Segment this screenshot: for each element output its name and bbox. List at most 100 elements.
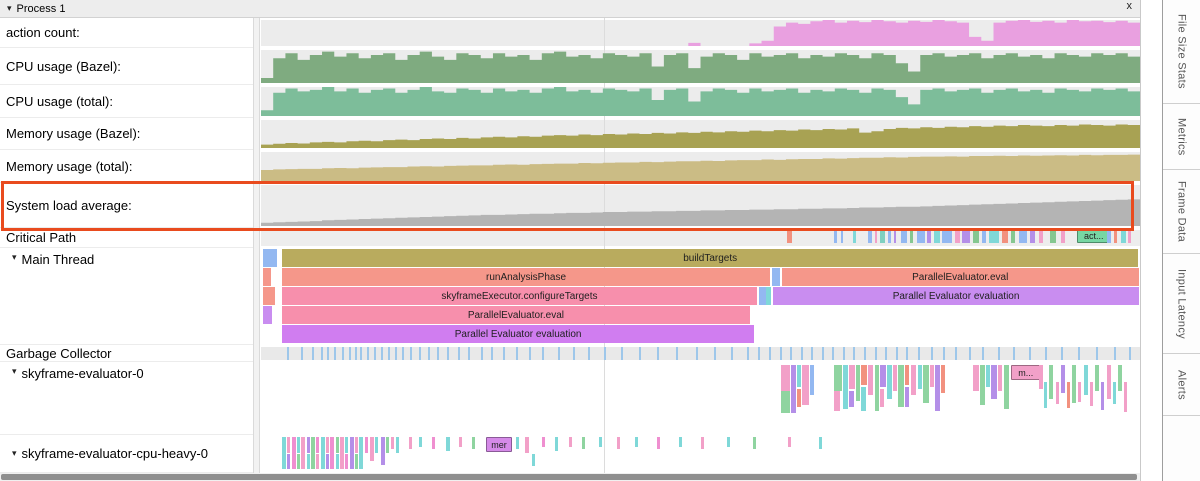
trace-span[interactable]	[599, 437, 603, 447]
trace-span[interactable]	[1060, 365, 1065, 393]
gc-tick[interactable]	[603, 347, 606, 360]
horizontal-scrollbar[interactable]	[0, 473, 1140, 481]
gc-tick[interactable]	[821, 347, 824, 360]
trace-span[interactable]	[791, 365, 797, 413]
gc-tick[interactable]	[981, 347, 984, 360]
gc-tick[interactable]	[968, 347, 971, 360]
gc-tick[interactable]	[1078, 347, 1081, 360]
gc-tick[interactable]	[1029, 347, 1032, 360]
critical-path-event[interactable]	[879, 229, 885, 243]
critical-path-event[interactable]	[954, 229, 960, 243]
trace-span[interactable]	[929, 365, 934, 387]
trace-span[interactable]	[834, 391, 841, 411]
gc-tick[interactable]	[401, 347, 404, 360]
gc-tick[interactable]	[874, 347, 877, 360]
trace-span[interactable]	[515, 437, 519, 449]
gc-tick[interactable]	[1013, 347, 1016, 360]
trace-span[interactable]	[542, 437, 546, 447]
gc-tick[interactable]	[747, 347, 750, 360]
trace-span[interactable]	[802, 365, 810, 405]
gc-tick[interactable]	[696, 347, 699, 360]
trace-span[interactable]	[471, 437, 475, 449]
gc-tick[interactable]	[656, 347, 659, 360]
gc-tick[interactable]	[790, 347, 793, 360]
gc-tick[interactable]	[906, 347, 909, 360]
track-chart-area[interactable]	[261, 345, 1140, 362]
gc-tick[interactable]	[1096, 347, 1099, 360]
trace-span[interactable]	[922, 365, 929, 403]
critical-path-event[interactable]	[887, 229, 891, 243]
critical-path-event[interactable]	[962, 229, 971, 243]
track-chart-area[interactable]	[261, 18, 1140, 48]
trace-span[interactable]	[301, 437, 306, 469]
trace-span[interactable]	[781, 365, 791, 391]
critical-path-event[interactable]	[1030, 229, 1036, 243]
critical-path-event[interactable]	[1060, 229, 1065, 243]
trace-span[interactable]	[700, 437, 704, 449]
trace-span[interactable]	[905, 387, 910, 407]
trace-span[interactable]	[396, 437, 400, 453]
collapse-arrow-icon[interactable]: ▾	[12, 366, 17, 376]
gc-tick[interactable]	[380, 347, 383, 360]
flame-chart-area[interactable]: m...	[261, 362, 1140, 435]
gc-tick[interactable]	[311, 347, 314, 360]
close-button[interactable]: x	[1126, 0, 1133, 12]
trace-span[interactable]	[369, 437, 374, 461]
gc-tick[interactable]	[1045, 347, 1048, 360]
gc-tick[interactable]	[1129, 347, 1132, 360]
trace-span[interactable]	[335, 437, 339, 453]
critical-path-event[interactable]	[853, 229, 857, 243]
trace-span[interactable]	[531, 454, 535, 466]
track-label-cell[interactable]: Memory usage (Bazel):	[0, 118, 253, 150]
gc-tick[interactable]	[333, 347, 336, 360]
trace-span[interactable]	[375, 437, 379, 453]
trace-span[interactable]: ParallelEvaluator.eval	[282, 306, 750, 324]
trace-span[interactable]: m...	[1010, 365, 1041, 380]
collapse-arrow-icon[interactable]: ▾	[12, 448, 17, 458]
trace-span[interactable]	[291, 437, 296, 469]
gc-tick[interactable]	[558, 347, 561, 360]
process-header[interactable]: ▾ Process 1 x	[0, 0, 1140, 18]
trace-span[interactable]	[345, 437, 349, 453]
trace-span[interactable]	[345, 454, 349, 469]
trace-span[interactable]: buildTargets	[282, 249, 1139, 267]
trace-span[interactable]: Parallel Evaluator evaluation	[282, 325, 755, 343]
trace-span[interactable]	[986, 365, 991, 387]
trace-span[interactable]	[726, 437, 730, 447]
trace-span[interactable]	[359, 437, 364, 469]
tab-frame-data[interactable]: Frame Data	[1163, 170, 1200, 254]
trace-span[interactable]	[581, 437, 585, 449]
trace-span[interactable]	[998, 365, 1003, 391]
gc-tick[interactable]	[468, 347, 471, 360]
trace-span[interactable]	[879, 365, 886, 387]
trace-span[interactable]	[1072, 365, 1077, 403]
critical-path-event[interactable]	[981, 229, 986, 243]
track-chart-area[interactable]	[261, 183, 1140, 228]
trace-span[interactable]	[458, 437, 462, 447]
gc-tick[interactable]	[638, 347, 641, 360]
trace-span[interactable]	[905, 365, 910, 385]
track-chart-area[interactable]	[261, 48, 1140, 85]
trace-span[interactable]	[678, 437, 682, 447]
track-label-cell[interactable]: CPU usage (Bazel):	[0, 48, 253, 85]
gc-tick[interactable]	[811, 347, 814, 360]
trace-span[interactable]	[898, 365, 905, 407]
vertical-scrollbar-track[interactable]	[1141, 0, 1162, 481]
trace-span[interactable]	[874, 365, 879, 411]
trace-span[interactable]	[364, 437, 368, 453]
trace-span[interactable]	[911, 365, 917, 395]
collapse-arrow-icon[interactable]: ▾	[7, 3, 12, 13]
trace-span[interactable]	[262, 249, 277, 267]
critical-path-event[interactable]	[916, 229, 925, 243]
critical-path-event[interactable]	[1120, 229, 1126, 243]
trace-span[interactable]	[524, 437, 529, 453]
trace-span[interactable]	[753, 437, 757, 449]
trace-span[interactable]	[419, 437, 423, 447]
gc-tick[interactable]	[885, 347, 888, 360]
gc-tick[interactable]	[502, 347, 505, 360]
track-chart-area[interactable]: act...	[261, 228, 1140, 248]
gc-tick[interactable]	[410, 347, 413, 360]
gc-tick[interactable]	[930, 347, 933, 360]
trace-span[interactable]	[788, 437, 792, 447]
tab-file-size-stats[interactable]: File Size Stats	[1163, 0, 1200, 104]
